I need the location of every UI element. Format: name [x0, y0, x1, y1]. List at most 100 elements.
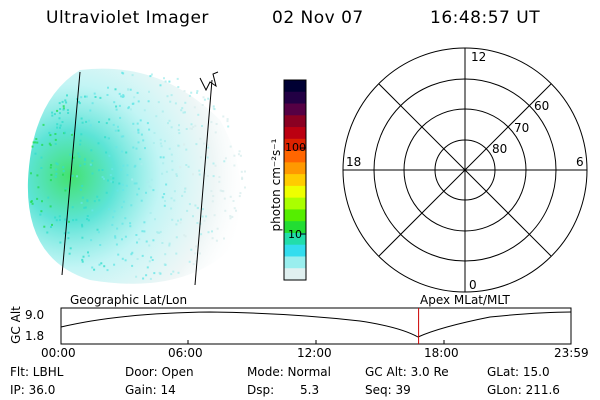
- emission-speckle: [126, 174, 129, 177]
- emission-speckle: [239, 192, 242, 195]
- emission-speckle: [192, 263, 195, 266]
- emission-speckle: [62, 173, 64, 176]
- emission-speckle: [152, 189, 155, 192]
- emission-speckle: [71, 206, 74, 209]
- emission-speckle: [59, 108, 62, 110]
- colorbar-tick-100: 100: [285, 141, 306, 154]
- emission-speckle: [150, 256, 153, 259]
- emission-speckle: [148, 260, 151, 263]
- emission-speckle: [136, 258, 139, 260]
- emission-speckle: [49, 179, 52, 182]
- emission-speckle: [210, 190, 213, 193]
- emission-speckle: [179, 166, 182, 169]
- emission-speckle: [196, 91, 198, 94]
- emission-speckle: [136, 241, 138, 244]
- emission-speckle: [61, 100, 64, 103]
- emission-speckle: [69, 153, 72, 156]
- emission-speckle: [114, 236, 117, 239]
- emission-speckle: [147, 100, 150, 103]
- emission-speckle: [229, 215, 232, 218]
- emission-speckle: [149, 277, 152, 280]
- dsp-value: 5.3: [300, 383, 320, 397]
- emission-speckle: [97, 142, 100, 145]
- emission-speckle: [79, 164, 82, 167]
- apex-caption: Apex MLat/MLT: [420, 293, 510, 307]
- emission-speckle: [171, 168, 174, 171]
- emission-speckle: [135, 234, 138, 236]
- emission-speckle: [47, 196, 50, 199]
- emission-speckle: [160, 145, 163, 148]
- emission-speckle: [84, 95, 86, 98]
- x-tick-0600: 06:00: [168, 346, 203, 360]
- colorbar-band: [284, 127, 306, 140]
- emission-speckle: [177, 129, 180, 131]
- emission-speckle: [62, 107, 65, 110]
- emission-speckle: [192, 173, 194, 176]
- x-tick-1800: 18:00: [424, 346, 459, 360]
- emission-speckle: [120, 95, 123, 98]
- emission-speckle: [133, 131, 136, 134]
- emission-speckle: [170, 94, 173, 97]
- colorbar-band: [284, 209, 306, 222]
- emission-speckle: [181, 194, 184, 197]
- emission-speckle: [174, 102, 177, 105]
- emission-speckle: [84, 157, 87, 160]
- emission-speckle: [201, 208, 204, 211]
- emission-speckle: [197, 113, 200, 116]
- gc-alt-info: GC Alt: 3.0 Re: [365, 365, 449, 379]
- emission-speckle: [166, 95, 169, 98]
- emission-speckle: [66, 94, 68, 97]
- emission-speckle: [55, 219, 58, 222]
- emission-speckle: [112, 123, 115, 126]
- emission-speckle: [91, 172, 94, 175]
- emission-speckle: [96, 195, 99, 198]
- longitude-line-west: [61, 71, 81, 276]
- emission-speckle: [40, 210, 43, 213]
- emission-speckle: [55, 168, 58, 171]
- emission-speckle: [70, 131, 73, 134]
- emission-speckle: [222, 190, 225, 193]
- emission-speckle: [168, 147, 171, 150]
- emission-speckle: [196, 206, 199, 209]
- emission-speckle: [124, 259, 127, 262]
- emission-speckle: [165, 170, 168, 173]
- emission-speckle: [184, 101, 187, 104]
- emission-speckle: [238, 150, 241, 153]
- emission-speckle: [115, 243, 118, 246]
- emission-speckle: [120, 206, 123, 209]
- emission-speckle: [87, 254, 90, 257]
- emission-speckle: [207, 231, 210, 234]
- emission-speckle: [187, 165, 190, 168]
- emission-speckle: [177, 219, 179, 222]
- emission-speckle: [171, 160, 174, 163]
- emission-speckle: [53, 113, 56, 116]
- emission-speckle: [124, 235, 127, 238]
- emission-speckle: [118, 92, 121, 95]
- emission-speckle: [79, 139, 82, 142]
- colorbar-tick-10: 10: [288, 228, 302, 241]
- emission-speckle: [82, 255, 85, 258]
- emission-speckle: [146, 122, 149, 125]
- emission-speckle: [177, 86, 180, 88]
- emission-speckle: [87, 251, 89, 254]
- emission-speckle: [99, 244, 102, 246]
- emission-speckle: [139, 119, 142, 122]
- emission-speckle: [226, 120, 229, 123]
- emission-speckle: [178, 124, 180, 127]
- emission-speckle: [189, 127, 192, 130]
- emission-speckle: [62, 170, 65, 173]
- emission-speckle: [168, 242, 171, 245]
- emission-speckle: [58, 102, 61, 105]
- emission-speckle: [85, 120, 88, 123]
- emission-speckle: [62, 105, 65, 108]
- emission-speckle: [124, 217, 127, 220]
- emission-speckle: [117, 125, 119, 128]
- emission-speckle: [67, 231, 70, 234]
- emission-speckle: [222, 115, 225, 118]
- emission-speckle: [36, 197, 39, 200]
- emission-speckle: [30, 172, 32, 175]
- emission-speckle: [64, 218, 66, 221]
- emission-speckle: [185, 128, 188, 130]
- emission-speckle: [155, 115, 158, 118]
- emission-speckle: [211, 200, 214, 203]
